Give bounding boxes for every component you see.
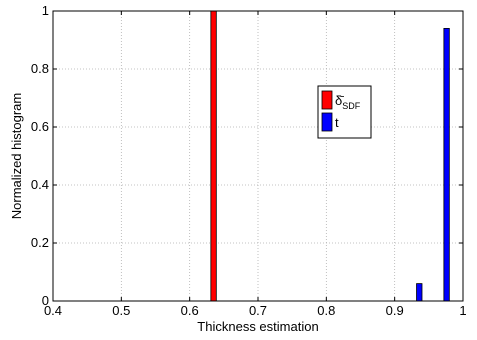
y-tick-label: 0.2 bbox=[31, 235, 49, 250]
bar-delta-sdf bbox=[210, 10, 217, 302]
x-tick-label: 0.8 bbox=[317, 303, 335, 318]
y-tick-label: 0.6 bbox=[31, 119, 49, 134]
legend-label: t bbox=[335, 115, 339, 130]
bars bbox=[210, 10, 450, 302]
bar-t bbox=[443, 27, 450, 302]
x-axis-label: Thickness estimation bbox=[197, 319, 318, 334]
legend-swatch bbox=[321, 90, 333, 110]
legend-swatch bbox=[321, 112, 333, 132]
x-tick-label: 1 bbox=[459, 303, 466, 318]
y-tick-label: 0.8 bbox=[31, 61, 49, 76]
x-tick-label: 0.5 bbox=[112, 303, 130, 318]
y-tick-label: 0 bbox=[42, 293, 49, 308]
y-tick-label: 0.4 bbox=[31, 177, 49, 192]
x-tick-label: 0.6 bbox=[181, 303, 199, 318]
y-tick-label: 1 bbox=[42, 3, 49, 18]
y-axis-label: Normalized histogram bbox=[9, 93, 24, 219]
x-tick-label: 0.4 bbox=[44, 303, 62, 318]
legend-label: δ̄SDF bbox=[335, 93, 361, 111]
axis-ticks: 0.4 0.5 0.6 0.7 0.8 0.9 1 0 0.2 0.4 0.6 0.8 1 bbox=[31, 3, 467, 318]
x-tick-label: 0.9 bbox=[386, 303, 404, 318]
bar-t bbox=[416, 283, 423, 302]
x-tick-label: 0.7 bbox=[249, 303, 267, 318]
grid-lines bbox=[53, 11, 463, 301]
legend: δ̄SDF t bbox=[317, 85, 372, 139]
